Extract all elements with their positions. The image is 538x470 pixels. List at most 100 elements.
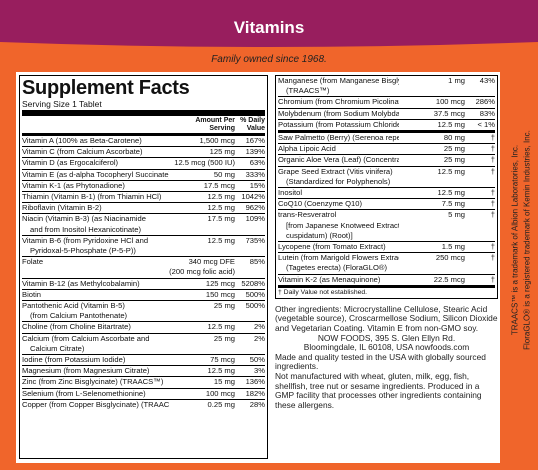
amount-line: 1,500 mcg — [199, 136, 235, 145]
nutrient-row: Folate 340 mcg DFE (200 mcg folic acid) 85% — [22, 256, 265, 277]
amount-line: 125 mcg — [205, 278, 235, 288]
amount-header: Amount Per — [195, 117, 235, 124]
amount-line: 340 mcg DFE — [188, 257, 235, 267]
daily-value: 1042% — [241, 192, 265, 202]
daily-value: † — [490, 253, 495, 263]
daily-value: † — [490, 188, 495, 198]
daily-value: 735% — [245, 235, 265, 245]
daily-value: † — [490, 133, 495, 143]
nutrient-name: Riboflavin (Vitamin B-2) — [22, 203, 169, 213]
daily-value: 83% — [479, 108, 495, 118]
daily-value: 109% — [245, 214, 265, 224]
daily-value: 286% — [475, 97, 495, 107]
nutrient-row: Lycopene (from Tomato Extract) 1.5 mg † — [278, 241, 495, 252]
dv-header: % Daily — [240, 117, 265, 124]
name-line: (Standardized for Polyphenols) — [286, 176, 391, 186]
column-header: Amount Per Serving % Daily Value — [22, 110, 265, 133]
daily-value: 15% — [249, 180, 265, 190]
address: NOW FOODS, 395 S. Glen Ellyn Rd. — [317, 332, 456, 343]
amount: 25 mg — [399, 144, 465, 154]
amount: 37.5 mcg — [399, 109, 465, 119]
amount-line: 12.5 mg — [207, 322, 235, 332]
amount: 12.5 mg — [169, 192, 235, 202]
nutrient-name: Vitamin D (as Ergocalciferol) — [22, 158, 169, 168]
name-line: Lutein (from Marigold Flowers Extract) — [278, 253, 399, 263]
amount-line: 5 mg — [448, 210, 465, 220]
amount: 25 mg — [169, 334, 235, 354]
amount-line: 12.5 mg — [207, 366, 235, 376]
nutrient-name: Iodine (from Potassium Iodide) — [22, 355, 169, 365]
amount: 12.5 mg — [399, 167, 465, 187]
daily-value: 2% — [254, 333, 265, 343]
name-line: Organic Aloe Vera (Leaf) (Concentrate) — [278, 155, 399, 165]
amount-line: 17.5 mcg — [203, 180, 235, 190]
amount: 15 mg — [169, 377, 235, 387]
amount: 125 mcg — [169, 279, 235, 289]
footnote: † Daily Value not established. — [278, 284, 495, 298]
name-line: Saw Palmetto (Berry) (Serenoa repens) — [278, 133, 399, 143]
name-line: Inositol — [278, 188, 303, 198]
nutrient-row: CoQ10 (Coenzyme Q10) 7.5 mg † — [278, 198, 495, 209]
name-line: Iodine (from Potassium Iodide) — [22, 355, 126, 365]
nutrient-name: Vitamin B-12 (as Methylcobalamin) — [22, 279, 169, 289]
daily-value: 5208% — [241, 278, 265, 288]
amount-line: 150 mcg — [205, 289, 235, 299]
name-line: (Tagetes erecta) (FloraGLO®) — [286, 263, 387, 273]
nutrient-name: Inositol — [278, 188, 399, 198]
nutrient-row: Iodine (from Potassium Iodide) 75 mcg 50% — [22, 354, 265, 365]
nutrient-name: Vitamin E (as d-alpha Tocopheryl Succina… — [22, 170, 169, 180]
nutrient-row: Zinc (from Zinc Bisglycinate) (TRAACS™) 1… — [22, 376, 265, 387]
nutrient-row: Magnesium (from Magnesium Citrate) 12.5 m… — [22, 365, 265, 376]
name-line: Lycopene (from Tomato Extract) — [278, 242, 386, 252]
name-line: Vitamin E (as d-alpha Tocopheryl Succina… — [22, 169, 169, 179]
amount-line: 80 mg — [443, 133, 465, 143]
name-line: Calcium (from Calcium Ascorbate and — [22, 333, 150, 343]
nutrient-row: Vitamin E (as d-alpha Tocopheryl Succina… — [22, 168, 265, 180]
daily-value: † — [490, 210, 495, 220]
amount-line: 12.5 mg — [207, 235, 235, 245]
amount-line: 25 mg — [213, 301, 235, 311]
name-line: Biotin — [22, 289, 41, 299]
nutrient-row: Organic Aloe Vera (Leaf) (Concentrate) 25… — [278, 154, 495, 165]
amount-line: 50 mg — [213, 169, 235, 179]
amount-line: 12.5 mg — [207, 192, 235, 202]
daily-value: 500% — [245, 301, 265, 311]
nutrient-name: Zinc (from Zinc Bisglycinate) (TRAACS™) — [22, 377, 169, 387]
nutrient-name: Folate — [22, 257, 169, 277]
amount: 12.5 mcg (500 IU) — [169, 158, 235, 168]
nutrient-row: Vitamin B-12 (as Methylcobalamin) 125 mcg… — [22, 277, 265, 289]
amount: 75 mcg — [169, 355, 235, 365]
nutrient-name: Molybdenum (from Sodium Molybdate) — [278, 109, 399, 119]
amount: 50 mg — [169, 170, 235, 180]
name-line: Vitamin K-2 (as Menaquinone) — [278, 274, 381, 284]
amount-line: 22.5 mcg — [433, 274, 465, 284]
daily-value: 43% — [479, 76, 495, 85]
name-line: Pantothenic Acid (Vitamin B-5) — [22, 301, 125, 311]
nutrient-name: Saw Palmetto (Berry) (Serenoa repens) — [278, 133, 399, 143]
daily-value: 2% — [254, 322, 265, 332]
nutrient-row: Alpha Lipoic Acid 25 mg † — [278, 143, 495, 154]
name-line: Pyridoxal-5-Phosphate (P-5-P)) — [30, 246, 136, 256]
nutrient-row: Molybdenum (from Sodium Molybdate) 37.5 m… — [278, 107, 495, 119]
amount-line: (200 mcg folic acid) — [169, 267, 235, 277]
nutrient-name: Vitamin A (100% as Beta-Carotene) — [22, 136, 169, 146]
nutrient-name: Magnesium (from Magnesium Citrate) — [22, 366, 169, 376]
nutrient-row: Saw Palmetto (Berry) (Serenoa repens) 80 … — [278, 133, 495, 143]
name-line: Selenium (from L-Selenomethionine) — [22, 388, 146, 398]
nutrient-name: Pantothenic Acid (Vitamin B-5) (from Calc… — [22, 301, 169, 321]
name-line: Choline (from Choline Bitartrate) — [22, 322, 131, 332]
nutrient-name: Vitamin K-1 (as Phytonadione) — [22, 181, 169, 191]
name-line: Molybdenum (from Sodium Molybdate) — [278, 108, 399, 118]
amount-line: 37.5 mcg — [433, 108, 465, 118]
nutrient-name: Alpha Lipoic Acid — [278, 144, 399, 154]
nutrient-row: Biotin 150 mcg 500% — [22, 288, 265, 300]
amount-line: 12.5 mg — [207, 203, 235, 213]
amount: 17.5 mg — [169, 214, 235, 234]
amount: 25 mg — [399, 155, 465, 165]
nutrient-row: Potassium (from Potassium Chloride) 12.5 … — [278, 118, 495, 130]
serving-size: Serving Size 1 Tablet — [22, 99, 102, 109]
nutrient-name: Vitamin C (from Calcium Ascorbate) — [22, 147, 169, 157]
name-line: trans-Resveratrol — [278, 210, 337, 220]
nutrient-row: Vitamin K-1 (as Phytonadione) 17.5 mcg 15% — [22, 179, 265, 191]
